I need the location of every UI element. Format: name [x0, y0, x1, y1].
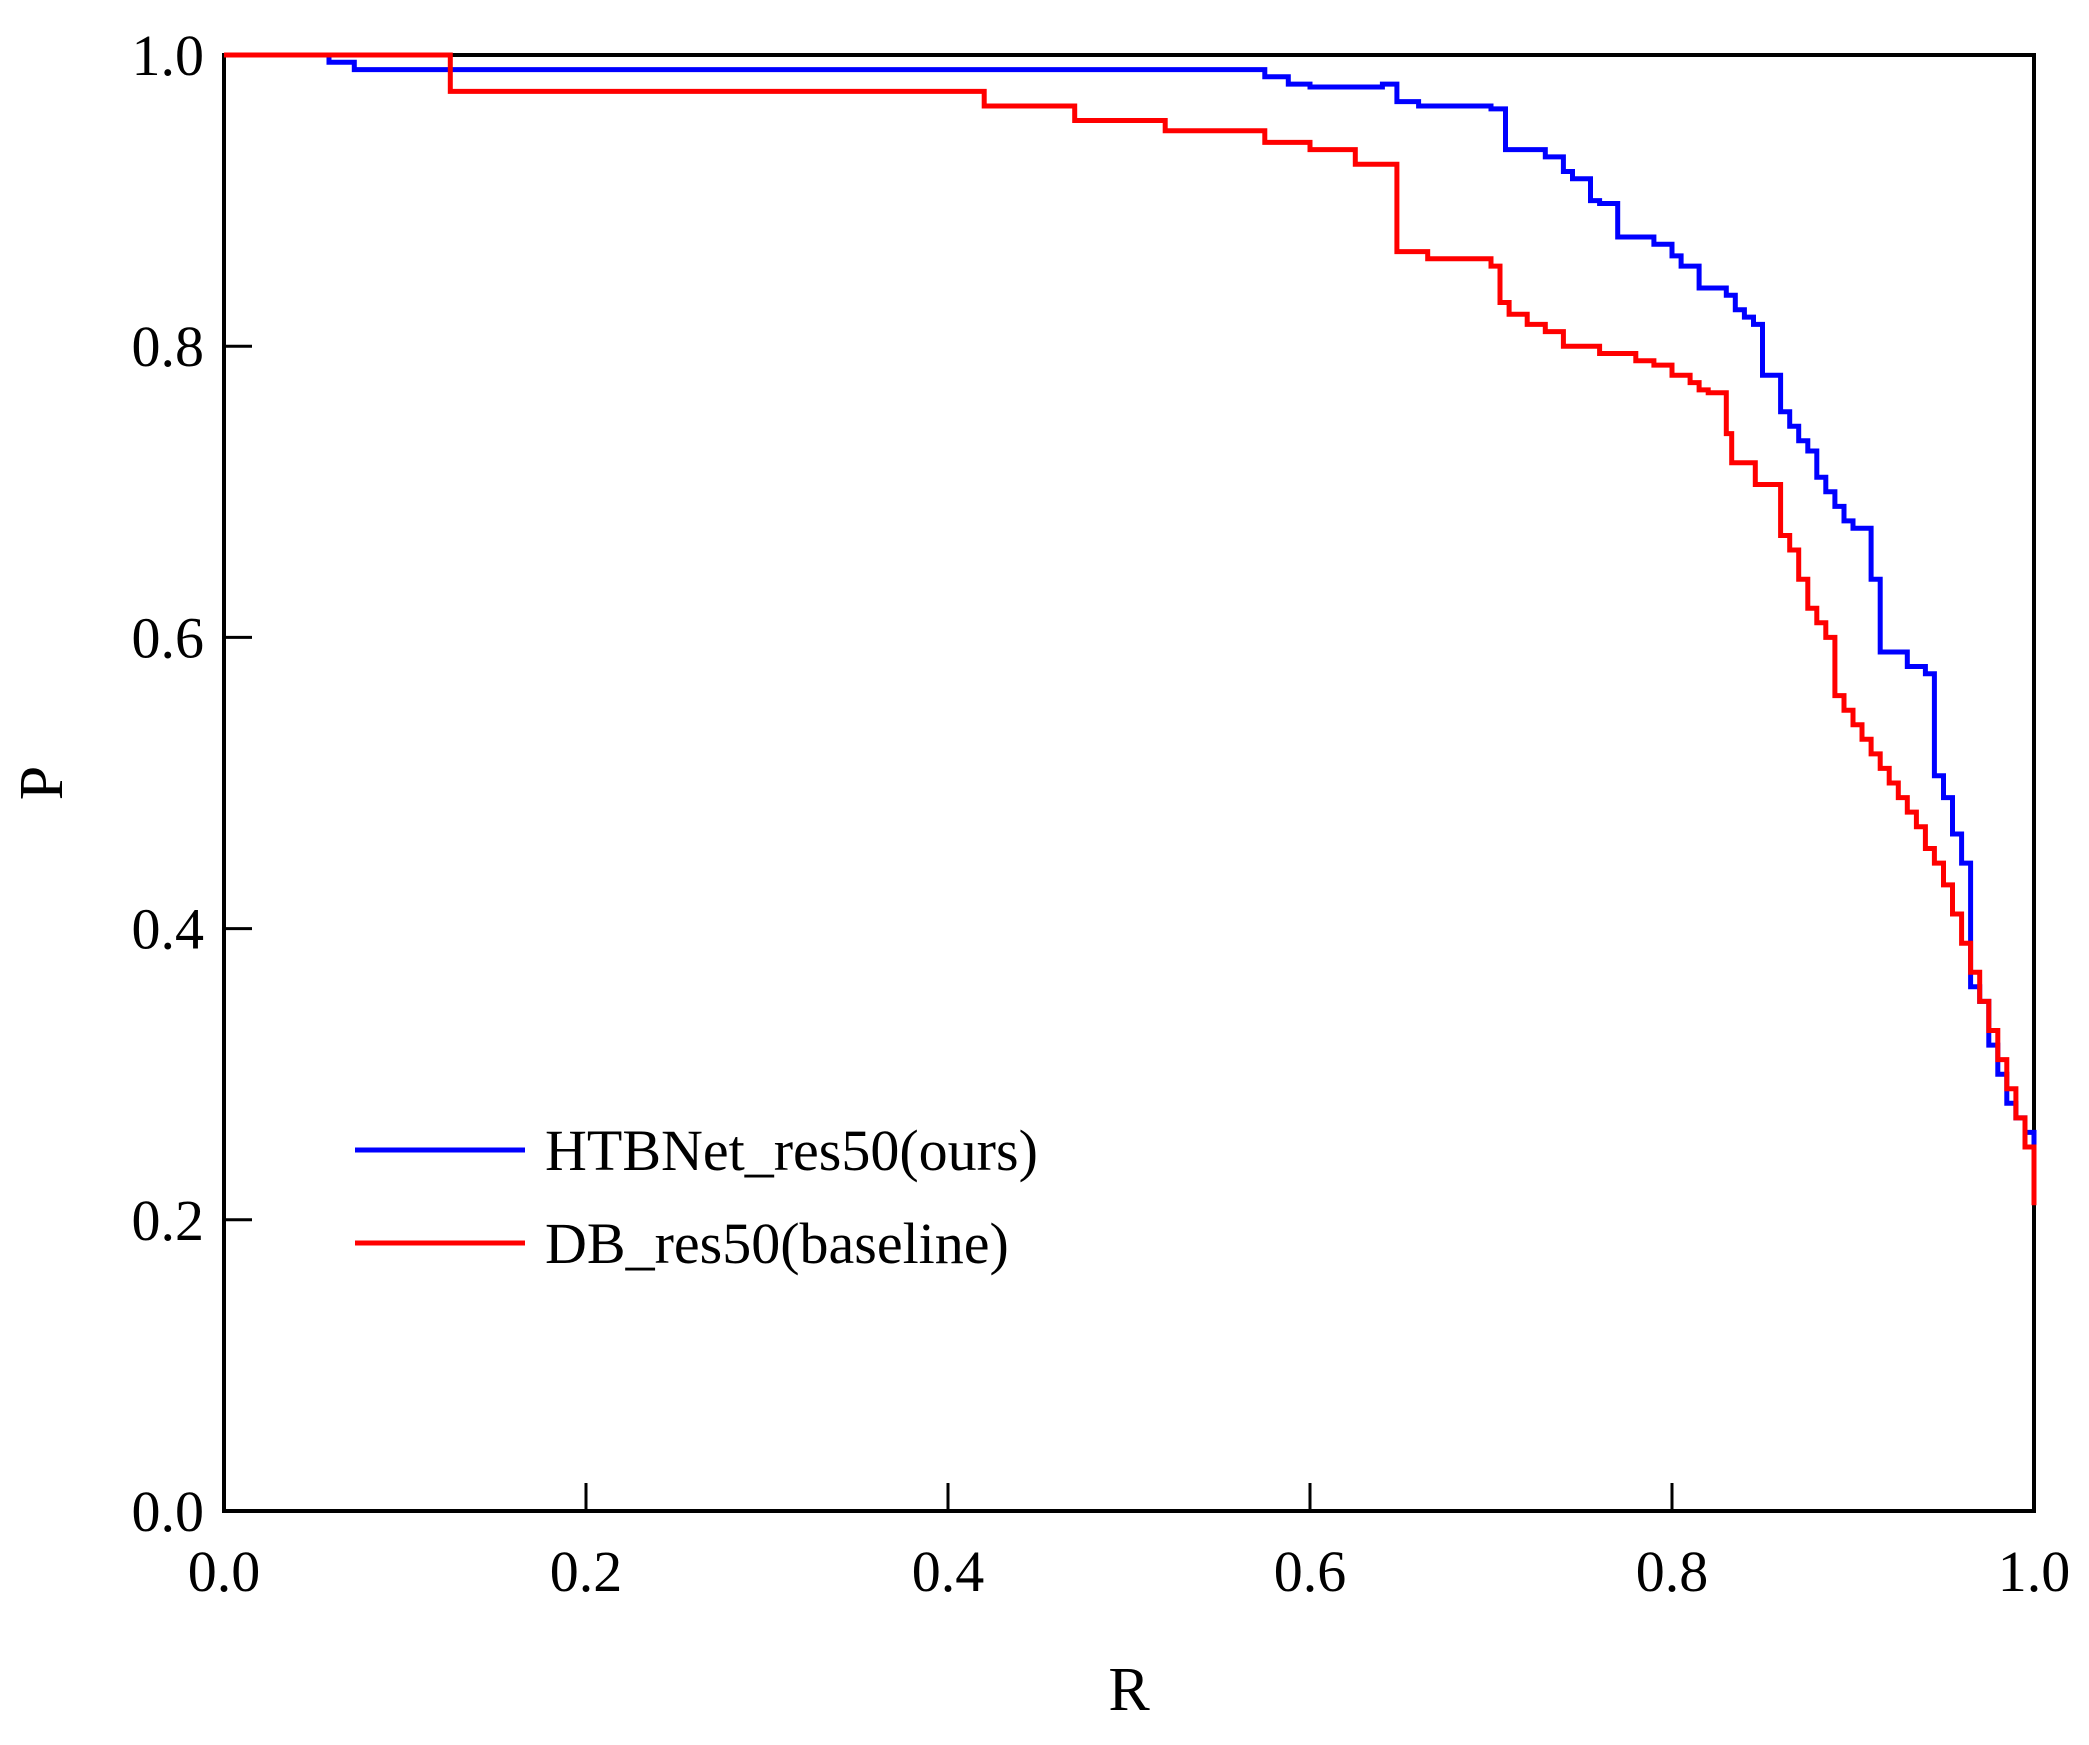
series-layer: [224, 52, 2037, 1206]
x-axis-title: R: [1108, 1656, 1150, 1724]
x-tick-label: 0.0: [188, 1539, 261, 1604]
y-tick-label: 0.2: [132, 1188, 205, 1253]
y-tick-label: 0.6: [132, 605, 205, 670]
x-tick-label: 0.8: [1636, 1539, 1709, 1604]
legend-label: DB_res50(baseline): [545, 1211, 1009, 1276]
legend-label: HTBNet_res50(ours): [545, 1118, 1038, 1183]
legend: HTBNet_res50(ours) DB_res50(baseline): [355, 1118, 1038, 1276]
y-tick-label: 0.0: [132, 1479, 205, 1544]
y-tick-label: 0.8: [132, 314, 205, 379]
y-tick-label: 0.4: [132, 897, 205, 962]
y-axis-ticks: 0.0 0.2 0.4 0.6 0.8 1.0: [132, 23, 252, 1544]
x-tick-label: 0.6: [1274, 1539, 1347, 1604]
y-tick-label: 1.0: [132, 23, 205, 88]
x-tick-label: 0.2: [550, 1539, 623, 1604]
x-tick-label: 0.4: [912, 1539, 985, 1604]
series-line-db-baseline: [224, 52, 2037, 1206]
x-axis-ticks: 0.0 0.2 0.4 0.6 0.8 1.0: [188, 1483, 2071, 1604]
y-axis-title: P: [8, 766, 76, 800]
series-line-htbnet: [224, 52, 2037, 1177]
plot-frame: [222, 53, 2036, 1513]
x-tick-label: 1.0: [1998, 1539, 2071, 1604]
